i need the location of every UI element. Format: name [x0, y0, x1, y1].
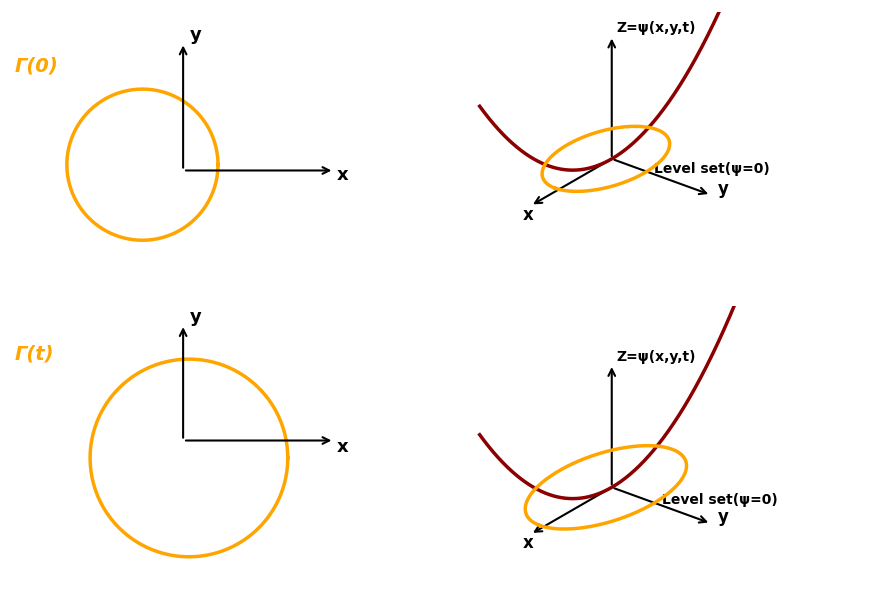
Text: x: x: [337, 166, 348, 184]
Text: x: x: [337, 438, 348, 456]
Text: y: y: [190, 308, 201, 326]
Text: x: x: [522, 535, 534, 552]
Text: Z=ψ(x,y,t): Z=ψ(x,y,t): [617, 21, 696, 35]
Text: Γ(t): Γ(t): [15, 344, 54, 363]
Text: Γ(0): Γ(0): [15, 57, 58, 76]
Text: y: y: [718, 508, 729, 526]
Text: Z=ψ(x,y,t): Z=ψ(x,y,t): [617, 349, 696, 364]
Text: Level set(ψ=0): Level set(ψ=0): [654, 162, 770, 176]
Text: y: y: [190, 26, 201, 44]
Text: Level set(ψ=0): Level set(ψ=0): [662, 493, 777, 507]
Text: x: x: [522, 206, 534, 224]
Text: y: y: [718, 180, 729, 198]
